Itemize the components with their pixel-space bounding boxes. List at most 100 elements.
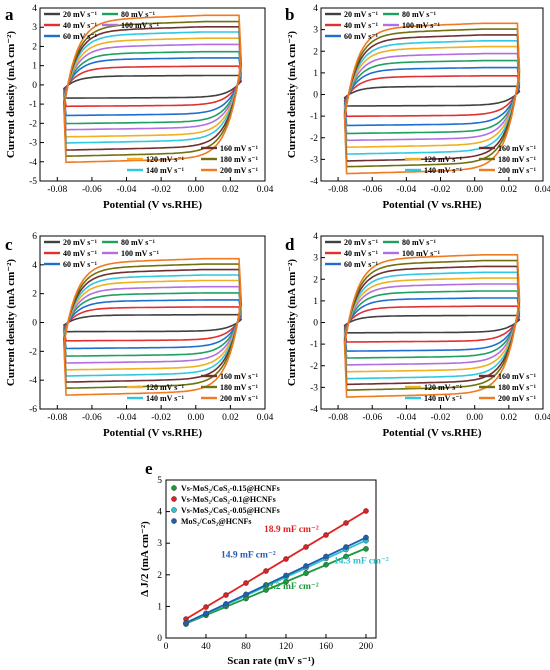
cv-curves-d [343, 254, 521, 398]
axes-a: -0.08 -0.06 -0.04 -0.02 0.00 0.02 0.04 -5 -4 -3 -2… [29, 4, 273, 195]
cv-curve-10 [63, 257, 242, 396]
cv-curve-5 [63, 285, 242, 364]
legend-label: 100 mV s⁻¹ [402, 21, 441, 30]
legend-label: Vs-MoS₂/CoS₂-0.05@HCNFs [181, 506, 280, 515]
legend-label: 100 mV s⁻¹ [121, 249, 160, 258]
x-tick-label: 0.02 [222, 413, 239, 423]
x-tick-label: -0.02 [151, 185, 171, 195]
legend-label: 120 mV s⁻¹ [146, 383, 185, 392]
y-tick-label: 0 [32, 319, 37, 329]
cv-curve-1 [343, 85, 521, 107]
x-tick-label: -0.02 [431, 185, 451, 195]
x-tick-label: 0.02 [501, 185, 518, 195]
x-tick-label: 0.02 [501, 413, 518, 423]
y-tick-label: -2 [29, 119, 37, 129]
legend-label: 120 mV s⁻¹ [424, 383, 463, 392]
y-tick-label: 4 [32, 261, 37, 271]
legend-label: 80 mV s⁻¹ [121, 10, 156, 19]
data-point [283, 572, 289, 579]
data-point [323, 532, 329, 538]
x-tick-label: -0.08 [328, 185, 348, 195]
data-point [363, 508, 369, 514]
legend-label: 140 mV s⁻¹ [424, 394, 463, 403]
legend-label: 80 mV s⁻¹ [402, 238, 437, 247]
x-tick-label: -0.04 [396, 413, 416, 423]
y-axis-label-d: Current density (mA cm⁻²) [286, 259, 298, 386]
legend-label: 20 mV s⁻¹ [344, 238, 379, 247]
data-point [323, 553, 329, 560]
cv-curve-5 [343, 52, 521, 142]
y-tick-label: -4 [310, 405, 318, 415]
legend-label: 140 mV s⁻¹ [424, 166, 463, 175]
legend-label: 160 mV s⁻¹ [498, 372, 537, 381]
annotations-e: 13.2 mF cm⁻² 18.9 mF cm⁻² 14.3 mF cm⁻² 14.9… [221, 525, 389, 592]
x-axis-label-c: Potential (V vs.RHE) [103, 427, 202, 439]
legend-label: 40 mV s⁻¹ [63, 249, 98, 258]
x-axis-label-a: Potential (V vs.RHE) [103, 199, 202, 211]
data-point [343, 544, 349, 550]
legend-label: 200 mV s⁻¹ [220, 394, 259, 403]
legend-marker [171, 485, 177, 491]
cv-curve-10 [343, 22, 521, 175]
capacitance-chart-e: e 0 40 80 120 160 200 0 1 2 3 4 5 Vs-MoS₂/CoS₂-0.15… [139, 459, 389, 667]
x-axis-label-b: Potential (V vs.RHE) [382, 199, 481, 211]
legend-label: 200 mV s⁻¹ [498, 166, 537, 175]
y-axis-label-e: Δ J/2 (mA cm⁻²) [139, 521, 151, 597]
legend-label: 100 mV s⁻¹ [121, 21, 160, 30]
data-point [183, 620, 189, 626]
cv-curve-1 [62, 313, 243, 333]
x-tick-label: 0 [164, 642, 169, 652]
x-tick-label: 0.04 [257, 413, 274, 423]
y-tick-label: 2 [32, 42, 37, 52]
fit-line-1 [185, 547, 367, 625]
y-tick-label: -3 [29, 139, 37, 149]
cv-curve-1 [343, 314, 521, 334]
cv-curve-10 [63, 14, 242, 164]
data-point [363, 534, 369, 541]
legend-label: 40 mV s⁻¹ [344, 21, 379, 30]
slope-annotation-3: 14.3 mF cm⁻² [334, 557, 389, 567]
cv-curve-2 [63, 65, 242, 108]
data-point [203, 610, 209, 617]
y-tick-label: 1 [313, 297, 318, 307]
x-tick-label: -0.06 [362, 185, 382, 195]
y-tick-label: 3 [313, 26, 318, 36]
legend-a: 20 mV s⁻¹ 80 mV s⁻¹ 40 mV s⁻¹ 100 mV s⁻¹ 60 … [44, 10, 259, 175]
panel-label-d: d [285, 235, 295, 254]
legend-label: 60 mV s⁻¹ [63, 32, 98, 41]
data-point [223, 592, 229, 598]
cv-curves-c [62, 257, 243, 396]
data-point [343, 520, 349, 526]
cv-curve-1 [63, 74, 243, 99]
y-tick-label: -1 [310, 340, 318, 350]
legend-c: 20 mV s⁻¹ 80 mV s⁻¹ 40 mV s⁻¹ 100 mV s⁻¹ 60 … [44, 238, 259, 403]
y-tick-label: 2 [32, 290, 37, 300]
legend-label: 40 mV s⁻¹ [344, 249, 379, 258]
data-point [263, 582, 269, 588]
cv-curve-4 [63, 292, 242, 357]
plot-frame [165, 479, 377, 639]
y-tick-label: 5 [157, 476, 162, 486]
legend-label: Vs-MoS₂/CoS₂-0.1@HCNFs [181, 495, 276, 504]
y-tick-label: 0 [157, 634, 162, 644]
slope-annotation-1: 13.2 mF cm⁻² [264, 582, 319, 592]
x-tick-label: 160 [319, 642, 334, 652]
legend-label: 160 mV s⁻¹ [220, 144, 259, 153]
y-tick-label: -3 [310, 155, 318, 165]
y-tick-label: 1 [32, 62, 37, 72]
fit-lines-e [185, 510, 367, 625]
x-tick-label: -0.02 [151, 413, 171, 423]
legend-e: Vs-MoS₂/CoS₂-0.15@HCNFs Vs-MoS₂/CoS₂-0.1@… [171, 484, 280, 526]
legend-label: 100 mV s⁻¹ [402, 249, 441, 258]
x-tick-label: 120 [279, 642, 294, 652]
y-tick-label: -4 [29, 376, 37, 386]
y-tick-label: 4 [32, 4, 37, 14]
data-point [203, 604, 209, 610]
axes-c: -0.08 -0.06 -0.04 -0.02 0.00 0.02 0.04-6-4-202… [29, 232, 273, 423]
slope-annotation-4: 14.9 mF cm⁻² [221, 550, 276, 560]
legend-marker [171, 518, 177, 524]
legend-label: 60 mV s⁻¹ [344, 32, 379, 41]
y-tick-label: -1 [310, 112, 318, 122]
legend-label: 120 mV s⁻¹ [146, 155, 185, 164]
data-point [243, 580, 249, 586]
